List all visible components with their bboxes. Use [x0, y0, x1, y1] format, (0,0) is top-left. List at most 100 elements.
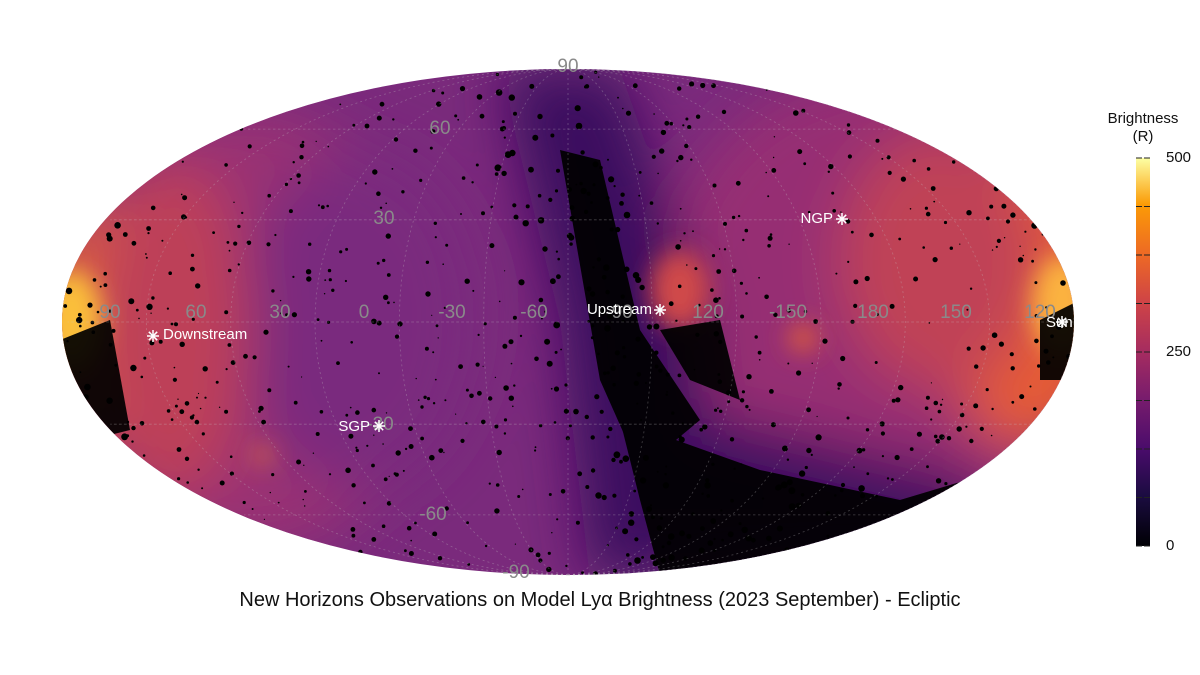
mask-dot: [509, 149, 516, 157]
meridian: [314, 68, 569, 576]
mask-dot: [941, 398, 944, 401]
mask-dot: [767, 244, 771, 248]
mask-dot: [457, 118, 460, 121]
mask-dot: [426, 397, 431, 401]
mask-dot: [227, 343, 232, 347]
mask-dot: [131, 425, 136, 431]
mask-dot: [547, 551, 551, 555]
mask-dot: [742, 238, 745, 242]
mask-dot: [1001, 203, 1007, 209]
mask-dot: [886, 477, 890, 480]
mask-dot: [614, 350, 620, 356]
mask-dot: [174, 322, 178, 327]
mask-dot: [566, 232, 573, 239]
mask-dot: [656, 525, 663, 531]
mask-dot: [508, 395, 514, 401]
mask-dot: [579, 181, 583, 186]
mask-dot: [528, 547, 534, 553]
mask-dot: [503, 432, 507, 435]
mask-dot: [668, 301, 674, 307]
mask-dot: [909, 208, 912, 210]
mask-dot: [634, 557, 641, 564]
mask-dot: [740, 314, 745, 319]
mask-dot: [586, 286, 592, 292]
mask-dot: [846, 130, 852, 135]
mask-dot: [434, 378, 437, 381]
mask-dot: [425, 260, 430, 264]
mask-dot: [397, 321, 403, 327]
mask-dot: [415, 377, 417, 380]
mask-dot: [782, 445, 788, 452]
mask-dot: [237, 224, 241, 229]
mask-dot: [292, 161, 295, 164]
mask-dot: [601, 494, 607, 501]
mask-dot: [864, 275, 870, 282]
mask-dot: [745, 404, 749, 409]
mask-dot: [122, 232, 128, 237]
mask-dot: [288, 209, 293, 214]
mask-dot: [739, 281, 744, 285]
mask-dot: [371, 407, 377, 413]
mask-dot: [615, 526, 618, 530]
mask-dot: [913, 276, 919, 282]
mask-dot: [460, 438, 465, 443]
mask-dot: [423, 395, 427, 399]
colorbar: Brightness (R) 0 250 500: [1108, 110, 1191, 554]
mask-dot: [241, 211, 244, 215]
mask-dot: [665, 465, 668, 468]
mask-dot: [1050, 334, 1054, 339]
mask-dot: [800, 493, 805, 497]
mask-dot: [376, 115, 382, 121]
longitude-label: 60: [185, 302, 206, 323]
mask-dot: [698, 547, 705, 554]
meridian: [567, 68, 906, 576]
mask-dot: [619, 459, 623, 464]
mask-dot: [813, 319, 818, 324]
mask-dot: [379, 101, 385, 107]
mask-dot: [590, 468, 596, 473]
mask-dot: [424, 346, 429, 351]
mask-dot: [327, 145, 330, 148]
mask-dot: [408, 551, 414, 556]
mask-dot: [479, 113, 485, 119]
mask-dot: [590, 201, 593, 204]
mask-dot: [433, 221, 437, 225]
mask-dot: [773, 312, 778, 317]
mask-dot: [926, 167, 931, 171]
mask-dot: [949, 246, 953, 250]
mask-dot: [653, 323, 660, 330]
longitude-label: 150: [940, 302, 972, 323]
mask-dot: [382, 443, 384, 445]
mask-dot: [686, 264, 688, 266]
mask-dot: [960, 402, 964, 406]
mask-dot: [769, 233, 773, 236]
mask-dot: [460, 213, 462, 215]
mask-dot: [339, 103, 342, 106]
mask-dot: [431, 314, 433, 316]
mask-dot: [271, 289, 275, 293]
mask-dot: [458, 364, 463, 369]
mask-dot: [575, 122, 583, 130]
mask-dot: [410, 539, 413, 542]
mask-dot: [436, 101, 442, 107]
mask-dot: [738, 522, 742, 526]
mask-dot: [622, 346, 626, 350]
mask-dot: [434, 236, 437, 239]
mask-dot: [584, 85, 588, 89]
mask-dot: [727, 400, 731, 404]
mask-dot: [413, 148, 418, 153]
mask-dot: [609, 227, 614, 232]
mask-dot: [96, 310, 100, 314]
mask-dot: [850, 230, 854, 234]
mask-dot: [810, 453, 813, 456]
mask-dot: [771, 168, 777, 173]
mask-dot: [969, 287, 973, 290]
mask-dot: [831, 191, 835, 195]
mask-dot: [401, 190, 405, 194]
mask-dot: [308, 242, 312, 246]
mask-dot: [315, 140, 317, 143]
mask-dot: [192, 414, 195, 417]
mask-dot: [477, 333, 480, 336]
mask-dot: [150, 312, 152, 314]
mask-dot: [875, 313, 879, 316]
